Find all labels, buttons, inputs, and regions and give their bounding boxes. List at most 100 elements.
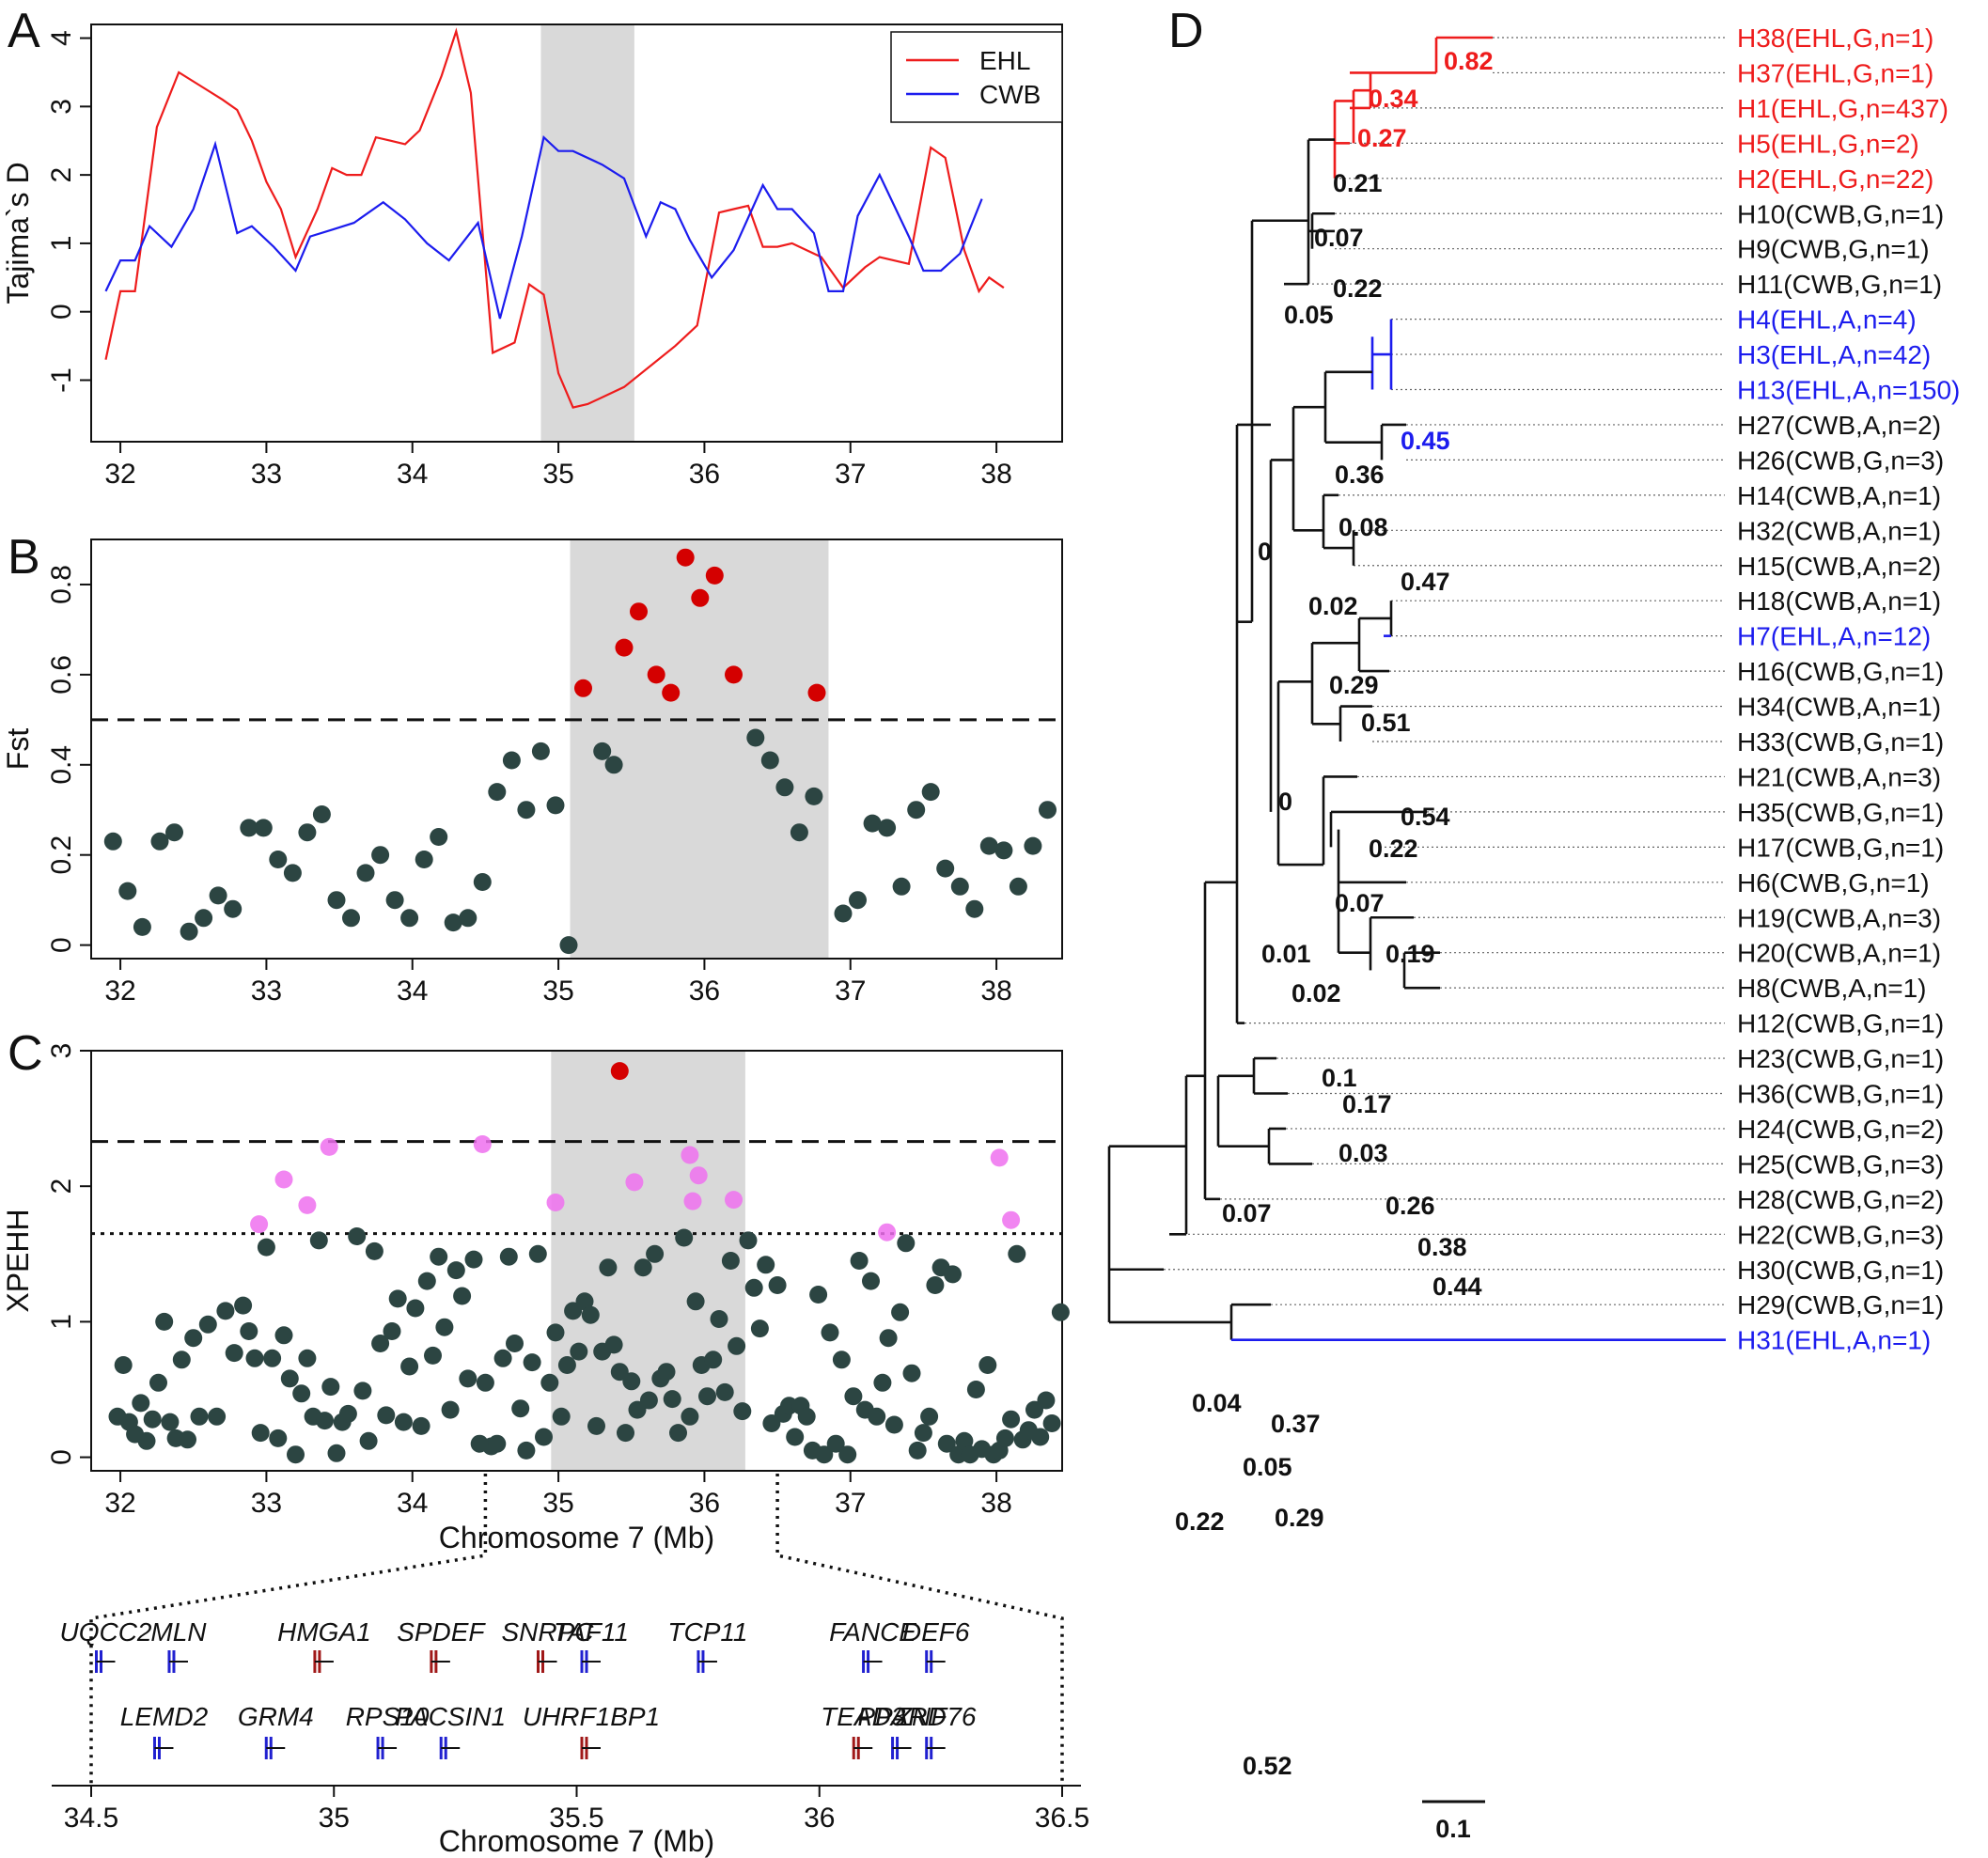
data-point (746, 728, 765, 747)
data-point (240, 819, 258, 837)
data-point (599, 1258, 618, 1277)
y-tick-label: 4 (46, 30, 77, 46)
data-point (546, 796, 565, 815)
data-point (459, 909, 477, 928)
node-support-label: 0.07 (1222, 1199, 1272, 1227)
data-point (459, 1369, 477, 1388)
data-point (309, 1231, 328, 1250)
gene-label: RPS10 (346, 1702, 430, 1731)
data-point (298, 1195, 317, 1214)
data-point (790, 823, 808, 842)
panel-letter-b: B (8, 530, 40, 585)
y-axis-title: Tajima`s D (1, 162, 35, 304)
data-point (908, 1441, 927, 1460)
data-point (897, 1234, 916, 1253)
data-point (891, 1303, 910, 1321)
data-point (805, 787, 823, 805)
x-tick-label: 36 (689, 459, 720, 490)
tip-label: H20(CWB,A,n=1) (1737, 939, 1941, 968)
tip-label: H27(CWB,A,n=2) (1737, 411, 1941, 440)
data-point (179, 1430, 196, 1449)
data-point (209, 886, 227, 905)
data-point (646, 1244, 665, 1263)
panel-letter-d: D (1168, 4, 1204, 58)
data-point (473, 1135, 492, 1153)
data-point (240, 1322, 258, 1340)
x-tick-label: 37 (835, 976, 866, 1007)
data-point (263, 1349, 282, 1367)
data-point (574, 679, 592, 697)
data-point (921, 783, 940, 802)
tip-label: H19(CWB,A,n=3) (1737, 903, 1941, 932)
data-point (878, 819, 897, 837)
data-point (739, 1231, 758, 1250)
data-point (234, 1296, 253, 1315)
x-tick-label: 35 (542, 1488, 573, 1519)
tip-label: H12(CWB,G,n=1) (1737, 1009, 1944, 1038)
data-point (902, 1364, 921, 1382)
legend-label: CWB (979, 80, 1041, 109)
data-point (488, 1434, 507, 1453)
data-point (686, 1292, 705, 1311)
data-point (535, 1428, 553, 1446)
gene-axis-tick-label: 36.5 (1035, 1803, 1089, 1834)
data-point (879, 1329, 898, 1348)
panel-b-fst: 32 33 34 35 36 37 38 0 0.2 0.4 0.6 0.8 Fst (1, 539, 1063, 1007)
data-point (559, 936, 578, 955)
data-point (274, 1326, 293, 1345)
node-support-label: 0.21 (1333, 169, 1383, 197)
data-point (269, 851, 288, 868)
data-point (224, 899, 243, 918)
data-point (388, 1289, 407, 1308)
data-point (165, 823, 183, 842)
gene-label: UQCC2 (59, 1617, 151, 1647)
data-point (225, 1344, 243, 1363)
data-point (832, 1351, 851, 1369)
node-support-label: 0.1 (1322, 1064, 1357, 1092)
data-point (348, 1227, 367, 1245)
data-point (216, 1302, 235, 1320)
y-tick-label: 0.6 (46, 655, 77, 695)
y-axis-title: Fst (1, 728, 35, 771)
tip-label: H31(EHL,A,n=1) (1737, 1326, 1931, 1355)
data-point (320, 1137, 338, 1156)
data-point (863, 814, 882, 833)
y-tick-label: 2 (46, 1179, 77, 1194)
data-point (990, 1148, 1009, 1167)
legend-box (890, 31, 1063, 123)
tip-label: H5(EHL,G,n=2) (1737, 129, 1919, 158)
data-point (634, 1258, 652, 1277)
data-point (681, 1407, 699, 1426)
x-tick-label: 38 (980, 1488, 1011, 1519)
data-point (190, 1407, 209, 1426)
data-point (371, 846, 390, 865)
data-point (280, 1369, 299, 1388)
data-point (298, 823, 317, 842)
node-support-label: 0.02 (1308, 592, 1358, 620)
data-point (669, 1424, 687, 1443)
data-point (892, 877, 911, 896)
tip-label: H18(CWB,A,n=1) (1737, 586, 1941, 616)
data-point (610, 1062, 629, 1081)
node-support-label: 0.17 (1342, 1090, 1392, 1118)
data-point (1051, 1303, 1070, 1321)
x-tick-label: 38 (980, 459, 1011, 490)
node-support-label: 0.27 (1357, 124, 1407, 152)
tip-label: H2(EHL,G,n=22) (1737, 164, 1933, 194)
data-point (552, 1407, 571, 1426)
x-tick-label: 33 (251, 459, 282, 490)
data-point (797, 1407, 816, 1426)
data-point (615, 638, 634, 657)
data-point (143, 1410, 162, 1429)
data-point (979, 836, 998, 855)
y-tick-label: 1 (46, 1314, 77, 1330)
data-point (581, 1305, 600, 1324)
data-point (184, 1329, 203, 1348)
data-point (604, 756, 623, 774)
y-tick-label: -1 (46, 367, 77, 393)
tip-label: H17(CWB,G,n=1) (1737, 833, 1944, 862)
data-point (342, 909, 360, 928)
tip-label: H3(EHL,A,n=42) (1737, 340, 1931, 369)
data-point (502, 751, 521, 770)
